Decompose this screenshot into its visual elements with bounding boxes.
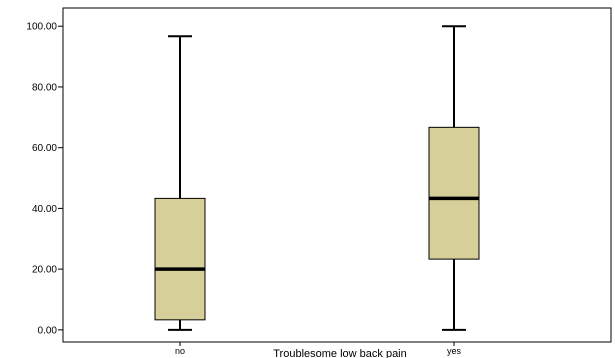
x-axis-title: Troublesome low back pain bbox=[273, 348, 407, 358]
boxes bbox=[154, 25, 480, 331]
y-tick-label: 60.00 bbox=[32, 143, 57, 154]
box-yes bbox=[428, 25, 480, 331]
y-tick-label: 80.00 bbox=[32, 82, 57, 93]
y-tick-label: 40.00 bbox=[32, 204, 57, 215]
iqr-box bbox=[428, 126, 480, 260]
iqr-box bbox=[154, 197, 206, 321]
box-no bbox=[154, 35, 206, 331]
x-tick-label: no bbox=[175, 346, 185, 356]
plot-frame bbox=[62, 7, 612, 343]
y-tick-label: 0.00 bbox=[38, 325, 58, 336]
x-axis: no yes bbox=[175, 342, 462, 356]
y-axis: 0.00 20.00 40.00 60.00 80.00 100.00 bbox=[26, 22, 63, 336]
y-tick-label: 20.00 bbox=[32, 265, 57, 276]
x-tick-label: yes bbox=[447, 346, 462, 356]
y-tick-label: 100.00 bbox=[26, 22, 57, 33]
